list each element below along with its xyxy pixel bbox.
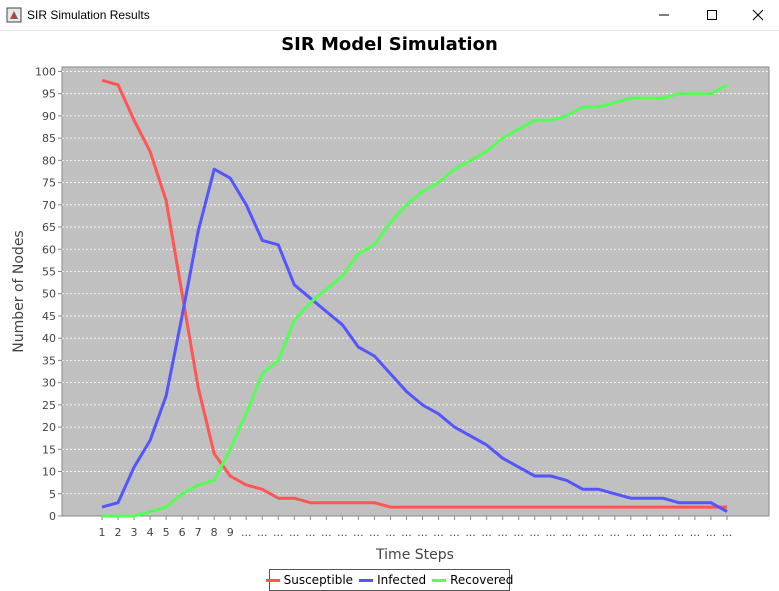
y-tick-label: 45	[42, 310, 56, 323]
y-tick-label: 35	[42, 354, 56, 367]
legend-label-susceptible: Susceptible	[283, 573, 354, 587]
x-tick-label: 6	[179, 526, 186, 539]
chart-title: SIR Model Simulation	[281, 34, 498, 55]
x-tick-label: ...	[401, 526, 412, 539]
y-tick-label: 15	[42, 443, 56, 456]
y-tick-label: 65	[42, 221, 56, 234]
x-tick-label: ...	[337, 526, 348, 539]
x-tick-label: 7	[195, 526, 202, 539]
x-axis: 1 2 3 4 5 6 7 8 9...............................…	[62, 515, 769, 539]
x-tick-label: ...	[433, 526, 444, 539]
y-axis: 0 5 10 15 20 25 30 35 40 45 50 55 60 65 70 75 80 85 90 95 10…	[35, 65, 62, 523]
legend-item-recovered: Recovered	[432, 573, 513, 587]
x-tick-label: ...	[545, 526, 556, 539]
x-tick-label: 1	[99, 526, 106, 539]
y-tick-label: 50	[42, 288, 56, 301]
y-tick-label: 100	[35, 65, 56, 78]
x-tick-label: ...	[481, 526, 492, 539]
x-tick-label: ...	[241, 526, 252, 539]
series-line-infected	[101, 167, 728, 513]
x-tick-label: ...	[594, 526, 605, 539]
x-tick-label: ...	[642, 526, 653, 539]
x-tick-label: ...	[257, 526, 268, 539]
x-tick-label: ...	[674, 526, 685, 539]
java-app-icon	[6, 7, 22, 23]
x-tick-label: ...	[369, 526, 380, 539]
x-tick-label: ...	[690, 526, 701, 539]
close-icon	[752, 9, 764, 21]
x-tick-label: 2	[115, 526, 122, 539]
series-line-recovered	[102, 83, 728, 518]
minimize-button[interactable]	[641, 0, 687, 30]
y-tick-label: 40	[42, 332, 56, 345]
minimize-icon	[659, 14, 669, 16]
window-titlebar: SIR Simulation Results	[0, 0, 779, 31]
x-tick-label: ...	[273, 526, 284, 539]
legend-label-infected: Infected	[377, 573, 427, 587]
legend-label-recovered: Recovered	[450, 573, 514, 587]
x-tick-label: ...	[289, 526, 300, 539]
x-tick-label: ...	[465, 526, 476, 539]
maximize-button[interactable]	[689, 0, 735, 30]
y-tick-label: 75	[42, 177, 56, 190]
y-tick-label: 20	[42, 421, 56, 434]
y-tick-label: 5	[49, 488, 56, 501]
series-line-susceptible	[101, 78, 727, 509]
y-tick-label: 10	[42, 466, 56, 479]
y-tick-label: 30	[42, 377, 56, 390]
y-axis-label: Number of Nodes	[11, 230, 27, 352]
x-tick-label: ...	[449, 526, 460, 539]
x-tick-label: 3	[131, 526, 138, 539]
x-tick-label: ...	[626, 526, 637, 539]
x-tick-label: ...	[610, 526, 621, 539]
x-tick-label: ...	[706, 526, 717, 539]
legend-swatch-susceptible	[265, 578, 280, 582]
x-tick-label: ...	[497, 526, 508, 539]
y-tick-label: 90	[42, 110, 56, 123]
x-tick-label: ...	[513, 526, 524, 539]
y-tick-label: 95	[42, 88, 56, 101]
x-axis-label: Time Steps	[375, 547, 454, 563]
close-button[interactable]	[735, 0, 779, 30]
x-tick-label: ...	[578, 526, 589, 539]
x-tick-label: ...	[658, 526, 669, 539]
y-tick-label: 85	[42, 132, 56, 145]
window-title: SIR Simulation Results	[27, 8, 150, 22]
x-tick-label: ...	[321, 526, 332, 539]
x-tick-label: ...	[385, 526, 396, 539]
x-tick-label: ...	[561, 526, 572, 539]
plot-area	[61, 66, 770, 517]
legend-swatch-infected	[359, 578, 374, 582]
y-tick-label: 80	[42, 154, 56, 167]
y-tick-label: 55	[42, 265, 56, 278]
series-lines	[101, 78, 728, 518]
x-tick-label: ...	[353, 526, 364, 539]
x-tick-label: 4	[147, 526, 154, 539]
y-tick-label: 25	[42, 399, 56, 412]
legend-swatch-recovered	[432, 578, 447, 582]
chart-legend: Susceptible Infected Recovered	[265, 569, 513, 591]
x-tick-label: 8	[211, 526, 218, 539]
x-tick-label: 9	[227, 526, 234, 539]
y-tick-label: 70	[42, 199, 56, 212]
legend-item-susceptible: Susceptible	[265, 573, 354, 587]
legend-item-infected: Infected	[359, 573, 426, 587]
y-tick-label: 0	[49, 510, 56, 523]
y-tick-label: 60	[42, 243, 56, 256]
x-tick-label: ...	[417, 526, 428, 539]
x-tick-label: ...	[305, 526, 316, 539]
x-tick-label: 5	[163, 526, 170, 539]
maximize-icon	[707, 10, 717, 20]
x-tick-label: ...	[529, 526, 540, 539]
x-tick-label: ...	[722, 526, 733, 539]
